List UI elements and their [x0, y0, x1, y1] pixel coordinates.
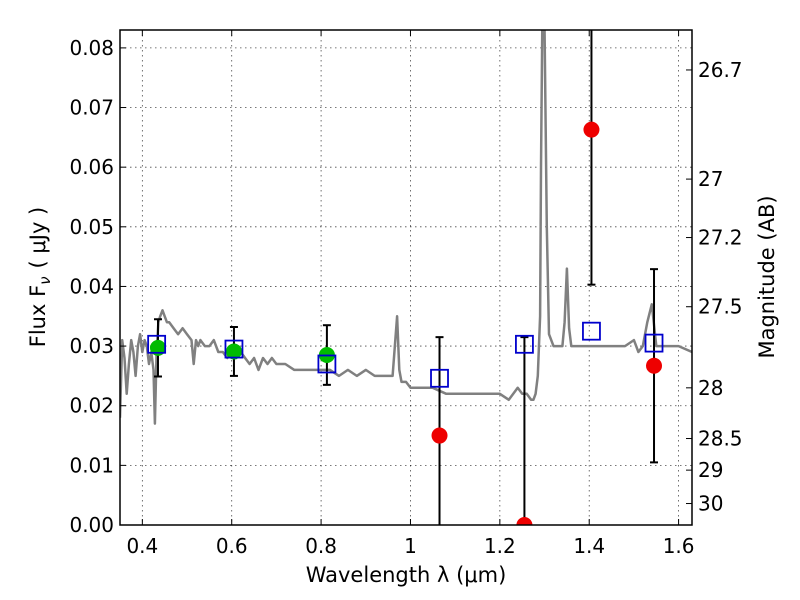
magnitude-tick-label: 27 [698, 167, 723, 191]
x-tick-label: 1.6 [663, 534, 695, 558]
y-tick-labels: 0.00 0.01 0.02 0.03 0.04 0.05 0.06 0.07 0.08 [69, 36, 114, 537]
y-tick-label: 0.07 [69, 96, 114, 120]
y-tick-label: 0.01 [69, 453, 114, 477]
model-photometry-box [317, 354, 337, 374]
x-tick-label: 0.6 [216, 534, 248, 558]
detected-point [225, 343, 242, 360]
y-axis-label: Flux Fν ( μJy ) [26, 207, 54, 348]
x-tick-label: 1 [404, 534, 417, 558]
magnitude-tick-label: 29 [698, 458, 723, 482]
y-tick-label: 0.00 [69, 513, 114, 537]
plot-frame [119, 29, 693, 526]
y-tick-label: 0.05 [69, 215, 114, 239]
model-photometry-box [430, 368, 449, 388]
magnitude-tick-label: 27.2 [698, 226, 743, 250]
measured-point [583, 121, 600, 138]
magnitude-tick-label: 27.5 [698, 295, 743, 319]
magnitude-tick-label: 28.5 [698, 427, 743, 451]
right-axis-label: Magnitude (AB) [755, 195, 779, 358]
model-photometry-box [582, 321, 601, 341]
y-axis-label-unit: ( μJy ) [26, 207, 50, 269]
x-tick-label: 0.4 [126, 534, 158, 558]
tick-marks [120, 30, 692, 526]
x-tick-label: 1.2 [484, 534, 516, 558]
y-tick-label: 0.04 [69, 274, 114, 298]
measured-point [516, 517, 533, 525]
plot-background [120, 30, 692, 525]
model-photometry-box [644, 333, 664, 353]
y-tick-label: 0.08 [69, 36, 114, 60]
measured-point [431, 427, 448, 444]
y-tick-label: 0.02 [69, 394, 114, 418]
x-tick-label: 1.4 [573, 534, 605, 558]
y-axis-label-main: Flux F [26, 285, 50, 347]
y-tick-label: 0.03 [69, 334, 114, 358]
magnitude-tick-label: 28 [698, 376, 723, 400]
x-axis-label: Wavelength λ (μm) [306, 563, 507, 587]
model-photometry-box [224, 339, 244, 359]
x-tick-label: 0.8 [305, 534, 337, 558]
model-photometry-box [515, 334, 534, 354]
y-tick-label: 0.06 [69, 155, 114, 179]
detected-point [149, 339, 166, 356]
model-photometry-box [147, 334, 167, 354]
markers-layer [147, 121, 664, 525]
y-axis-label-subscript: ν [36, 276, 54, 284]
x-tick-labels: 0.4 0.6 0.8 1 1.2 1.4 1.6 [126, 534, 694, 558]
magnitude-tick-label: 26.7 [698, 58, 743, 82]
magnitude-tick-label: 30 [698, 492, 723, 516]
measured-point [646, 357, 663, 374]
magnitude-tick-labels: 26.7 27 27.2 27.5 28 28.5 29 30 [698, 58, 743, 516]
